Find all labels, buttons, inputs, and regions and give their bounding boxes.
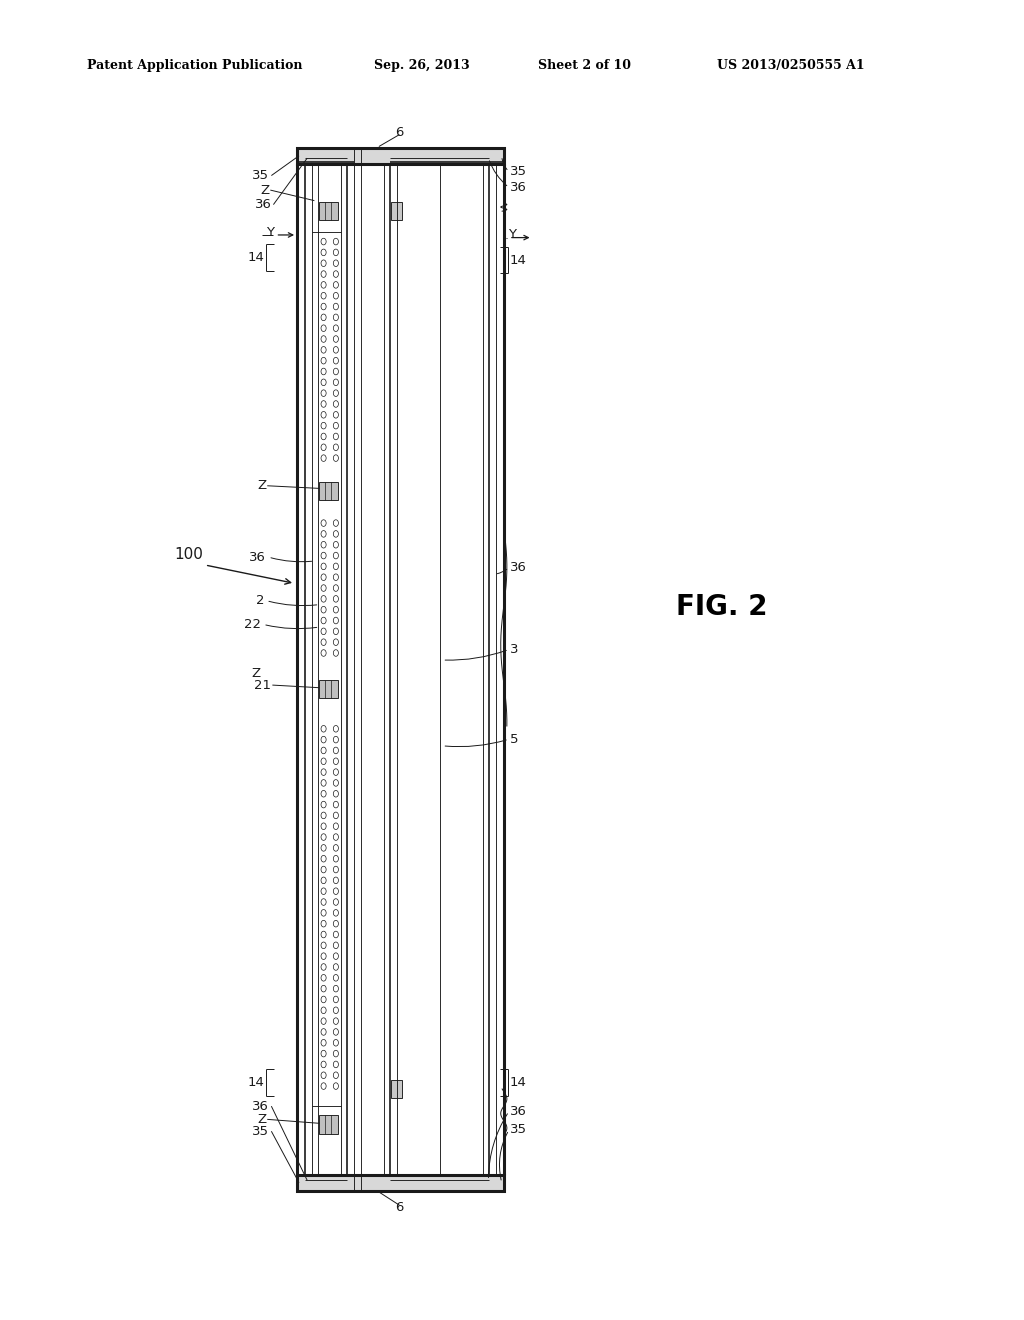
Text: 14: 14 bbox=[248, 1076, 264, 1089]
Text: 36: 36 bbox=[250, 550, 266, 564]
Bar bbox=[319, 202, 338, 220]
Text: 6: 6 bbox=[395, 125, 403, 139]
FancyArrowPatch shape bbox=[445, 741, 506, 747]
Text: Z: Z bbox=[260, 183, 269, 197]
Bar bbox=[297, 1175, 504, 1191]
Text: 36: 36 bbox=[253, 1100, 269, 1113]
FancyArrowPatch shape bbox=[445, 651, 506, 660]
Text: Y: Y bbox=[266, 226, 274, 239]
Text: 3: 3 bbox=[510, 643, 518, 656]
Bar bbox=[319, 482, 338, 500]
Text: 35: 35 bbox=[252, 1125, 269, 1138]
Text: 14: 14 bbox=[510, 253, 526, 267]
Text: FIG. 2: FIG. 2 bbox=[676, 593, 767, 622]
Text: 36: 36 bbox=[510, 1105, 526, 1118]
Text: 14: 14 bbox=[510, 1076, 526, 1089]
Text: 22: 22 bbox=[244, 618, 261, 631]
Text: 35: 35 bbox=[252, 169, 269, 182]
Text: Patent Application Publication: Patent Application Publication bbox=[87, 59, 302, 73]
FancyArrowPatch shape bbox=[500, 1133, 508, 1180]
Bar bbox=[391, 1080, 402, 1098]
Text: 21: 21 bbox=[254, 678, 271, 692]
Text: 35: 35 bbox=[510, 1123, 527, 1137]
Text: 36: 36 bbox=[510, 561, 526, 574]
Text: 14: 14 bbox=[248, 251, 264, 264]
FancyArrowPatch shape bbox=[498, 569, 507, 574]
FancyArrowPatch shape bbox=[266, 624, 316, 628]
Text: US 2013/0250555 A1: US 2013/0250555 A1 bbox=[717, 59, 864, 73]
FancyArrowPatch shape bbox=[269, 602, 316, 606]
Text: Y: Y bbox=[508, 228, 516, 242]
Text: 36: 36 bbox=[510, 181, 526, 194]
Text: 35: 35 bbox=[510, 165, 527, 178]
FancyArrowPatch shape bbox=[489, 161, 507, 186]
Text: 2: 2 bbox=[256, 594, 264, 607]
Text: Sheet 2 of 10: Sheet 2 of 10 bbox=[538, 59, 631, 73]
Text: Z: Z bbox=[251, 667, 260, 680]
FancyArrowPatch shape bbox=[502, 158, 507, 169]
FancyArrowPatch shape bbox=[488, 1114, 508, 1177]
Text: 36: 36 bbox=[255, 198, 271, 211]
Text: Sep. 26, 2013: Sep. 26, 2013 bbox=[374, 59, 469, 73]
FancyArrowPatch shape bbox=[271, 558, 311, 562]
Text: 6: 6 bbox=[395, 1201, 403, 1214]
Bar bbox=[391, 202, 402, 220]
Text: Z: Z bbox=[257, 479, 266, 492]
Text: 100: 100 bbox=[174, 546, 203, 562]
Bar bbox=[297, 148, 504, 164]
Text: Z: Z bbox=[257, 1113, 266, 1126]
Bar bbox=[319, 1115, 338, 1134]
Text: 5: 5 bbox=[510, 733, 518, 746]
Bar bbox=[319, 680, 338, 698]
